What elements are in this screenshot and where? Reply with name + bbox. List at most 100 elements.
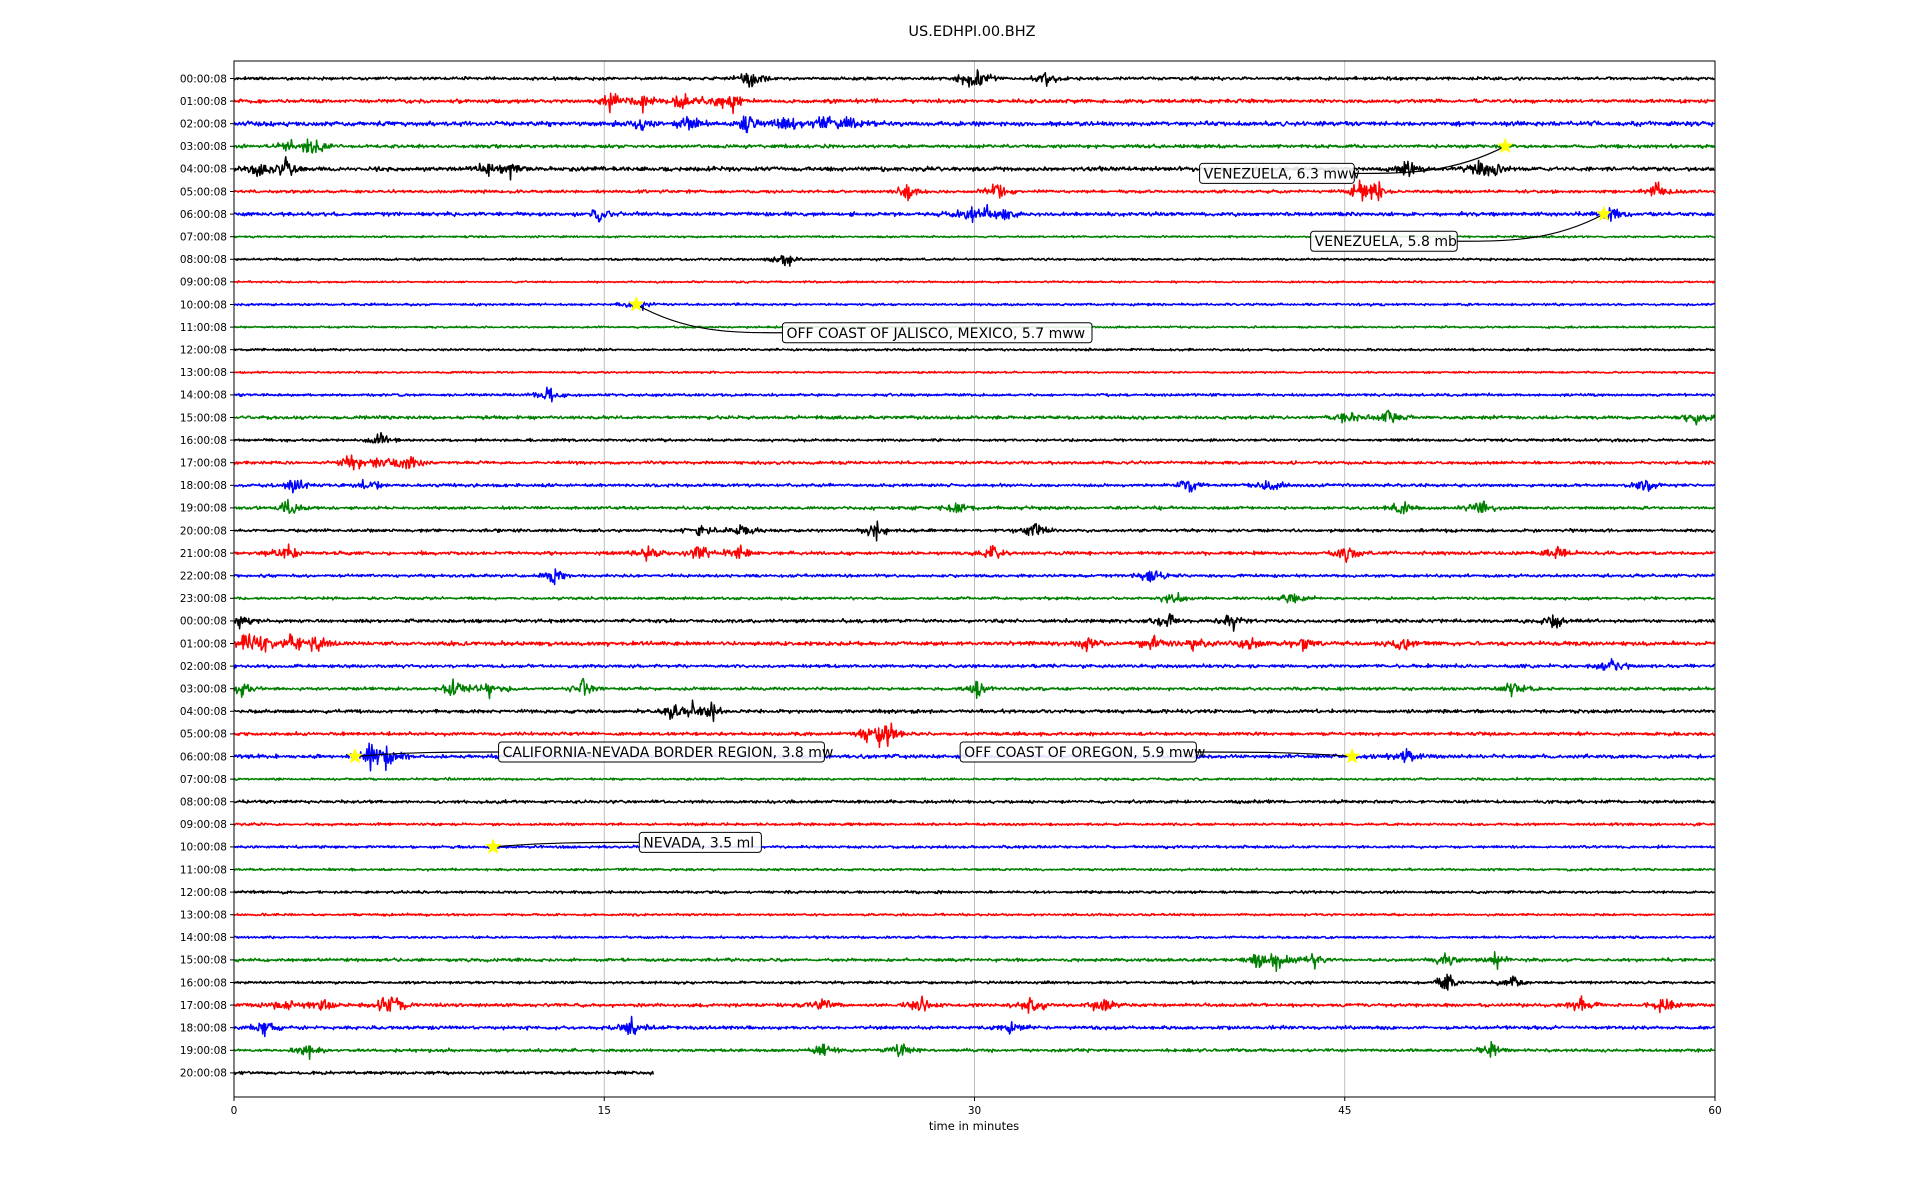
trace-line [233, 69, 1716, 88]
trace-line [233, 498, 1716, 515]
annotation-box [959, 741, 1197, 763]
trace-line [233, 155, 1715, 181]
y-tick-label: 18:00:08 [180, 1023, 227, 1035]
trace-line [233, 115, 1715, 134]
y-tick-label: 02:00:08 [180, 661, 227, 673]
event-star-icon [1343, 747, 1361, 764]
event-star-icon [628, 295, 645, 312]
trace-line [233, 386, 1715, 403]
event-star-icon [484, 838, 502, 854]
trace-line [233, 591, 1715, 604]
trace-series [233, 69, 1716, 1076]
x-tick-label: 15 [598, 1105, 611, 1117]
trace-line [233, 776, 1715, 782]
trace-line [233, 454, 1715, 471]
annotation-box [1199, 162, 1355, 184]
y-tick-label: 20:00:08 [180, 525, 227, 537]
y-tick-label: 06:00:08 [180, 209, 227, 221]
y-tick-label: 03:00:08 [180, 684, 227, 696]
y-tick-label: 09:00:08 [180, 819, 227, 831]
y-tick-label: 14:00:08 [180, 390, 227, 402]
y-tick-label: 15:00:08 [180, 412, 227, 424]
y-tick-label: 10:00:08 [180, 299, 227, 311]
y-tick-label: 23:00:08 [180, 593, 227, 605]
annotation-connector [354, 751, 499, 758]
y-tick-label: 11:00:08 [180, 322, 227, 334]
trace-line [233, 699, 1716, 723]
y-tick-label: 00:00:08 [180, 616, 227, 628]
y-tick-label: 18:00:08 [180, 480, 227, 492]
y-tick-label: 15:00:08 [180, 955, 227, 967]
trace-line [233, 301, 1716, 312]
y-tick-label: 08:00:08 [180, 797, 227, 809]
y-tick-label: 19:00:08 [180, 1045, 227, 1057]
y-tick-label: 14:00:08 [180, 932, 227, 944]
event-star-icon [1496, 137, 1514, 154]
trace-line [233, 370, 1715, 375]
y-tick-label: 06:00:08 [180, 751, 227, 763]
annotation-box [781, 322, 1093, 344]
x-tick-label: 30 [968, 1105, 981, 1117]
trace-line [233, 279, 1716, 284]
y-tick-label: 16:00:08 [180, 435, 227, 447]
y-tick-label: 16:00:08 [180, 977, 227, 989]
event-annotations: VENEZUELA, 6.3 mww VENEZUELA, 5.8 mb OFF C… [346, 137, 1613, 854]
y-tick-label: 05:00:08 [180, 729, 227, 741]
trace-line [233, 138, 1716, 154]
annotation-connector [1354, 145, 1506, 175]
trace-line [233, 658, 1716, 671]
trace-line [233, 1015, 1716, 1038]
trace-line [233, 1040, 1715, 1061]
annotation-connector [636, 303, 783, 334]
annotation-connector [493, 841, 640, 848]
trace-line [233, 798, 1715, 805]
annotation-label: VENEZUELA, 6.3 mww [1204, 166, 1360, 182]
y-tick-label: 17:00:08 [180, 1000, 227, 1012]
y-tick-label: 02:00:08 [180, 119, 227, 131]
trace-line [233, 889, 1715, 895]
annotation-box [1310, 230, 1458, 252]
x-tick-label: 0 [231, 1105, 238, 1117]
y-tick-label: 07:00:08 [180, 774, 227, 786]
trace-line [233, 722, 1716, 749]
trace-line [233, 543, 1716, 564]
trace-line [233, 478, 1715, 494]
y-tick-label: 08:00:08 [180, 254, 227, 266]
y-tick-label: 01:00:08 [180, 638, 227, 650]
y-tick-label: 00:00:08 [180, 73, 227, 85]
trace-line [233, 912, 1715, 917]
trace-line [233, 677, 1715, 700]
y-tick-label: 17:00:08 [180, 458, 227, 470]
y-tick-label: 10:00:08 [180, 842, 227, 854]
y-tick-label: 05:00:08 [180, 186, 227, 198]
event-star-icon [346, 747, 364, 764]
trace-line [233, 568, 1715, 586]
trace-line [233, 520, 1715, 542]
annotation-label: CALIFORNIA-NEVADA BORDER REGION, 3.8 mw [503, 745, 834, 761]
x-tick-labels: 0 15 30 45 60 [231, 1097, 1722, 1117]
annotation-box [498, 741, 825, 763]
trace-line [233, 821, 1716, 827]
y-tick-label: 01:00:08 [180, 96, 227, 108]
trace-line [233, 203, 1715, 224]
y-tick-label: 13:00:08 [180, 910, 227, 922]
y-tick-label: 21:00:08 [180, 548, 227, 560]
trace-line [233, 255, 1715, 267]
trace-line [233, 431, 1715, 444]
trace-line [233, 612, 1716, 632]
x-tick-label: 45 [1338, 1105, 1351, 1117]
trace-line [233, 995, 1715, 1014]
annotation-label: OFF COAST OF JALISCO, MEXICO, 5.7 mww [786, 326, 1085, 342]
x-tick-label: 60 [1708, 1105, 1721, 1117]
trace-line [233, 973, 1716, 991]
y-tick-label: 12:00:08 [180, 345, 227, 357]
y-tick-label: 09:00:08 [180, 277, 227, 289]
trace-line [233, 935, 1716, 940]
trace-line [233, 234, 1715, 239]
trace-line [233, 409, 1716, 426]
trace-line [233, 179, 1715, 202]
y-tick-label: 04:00:08 [180, 164, 227, 176]
y-tick-label: 04:00:08 [180, 706, 227, 718]
event-star-icon [1595, 205, 1613, 222]
